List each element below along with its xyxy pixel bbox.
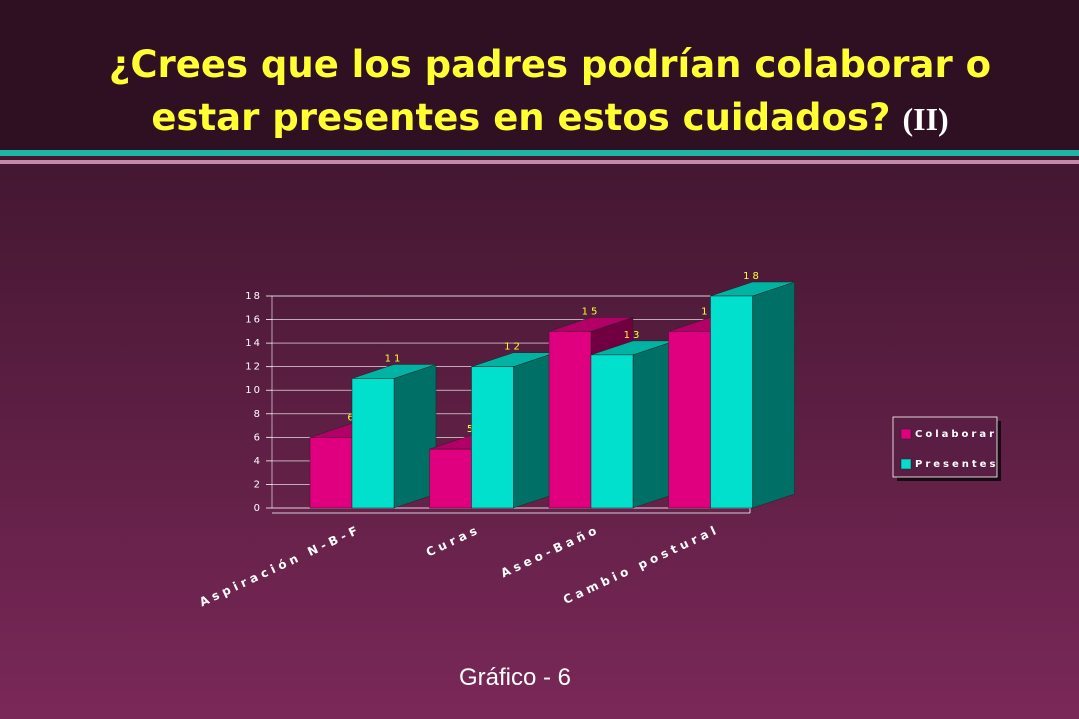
legend-swatch xyxy=(900,458,912,470)
value-label: 13 xyxy=(624,330,643,341)
value-label: 11 xyxy=(385,353,404,364)
title-suffix: (II) xyxy=(902,101,948,137)
bar xyxy=(351,378,395,509)
value-label: 18 xyxy=(743,271,762,282)
y-tick-label: 18 xyxy=(245,291,262,302)
y-tick-label: 10 xyxy=(245,385,262,396)
bar xyxy=(309,437,353,509)
bar xyxy=(710,295,753,509)
bar xyxy=(668,331,711,509)
header-band xyxy=(0,0,1079,150)
y-tick-label: 6 xyxy=(254,432,262,443)
y-tick-label: 14 xyxy=(245,338,262,349)
y-tick-label: 2 xyxy=(254,479,262,490)
bar xyxy=(590,354,634,509)
value-label: 6 xyxy=(347,412,356,423)
value-label: 15 xyxy=(582,306,601,317)
legend-swatch xyxy=(900,428,912,440)
bar-side xyxy=(752,281,795,509)
legend-label: Presentes xyxy=(915,459,998,470)
y-tick-label: 0 xyxy=(254,503,262,514)
y-tick-label: 8 xyxy=(254,409,262,420)
bar xyxy=(471,366,514,509)
title-line: ¿Crees que los padres podrían colaborar … xyxy=(109,43,991,86)
title-text: estar presentes en estos cuidados? xyxy=(151,96,890,139)
bar xyxy=(429,448,472,509)
title-line-2: estar presentes en estos cuidados? (II) xyxy=(151,96,948,139)
legend-label: Colaborar xyxy=(915,429,997,440)
y-tick-label: 4 xyxy=(254,456,262,467)
rule-pink xyxy=(0,160,1079,164)
value-label: 12 xyxy=(504,342,523,353)
rule-teal xyxy=(0,150,1079,156)
value-label: 15 xyxy=(701,306,720,317)
y-tick-label: 12 xyxy=(245,362,262,373)
caption: Gráfico - 6 xyxy=(459,664,571,691)
value-label: 5 xyxy=(467,424,476,435)
y-tick-label: 16 xyxy=(245,315,262,326)
bar xyxy=(548,331,592,509)
